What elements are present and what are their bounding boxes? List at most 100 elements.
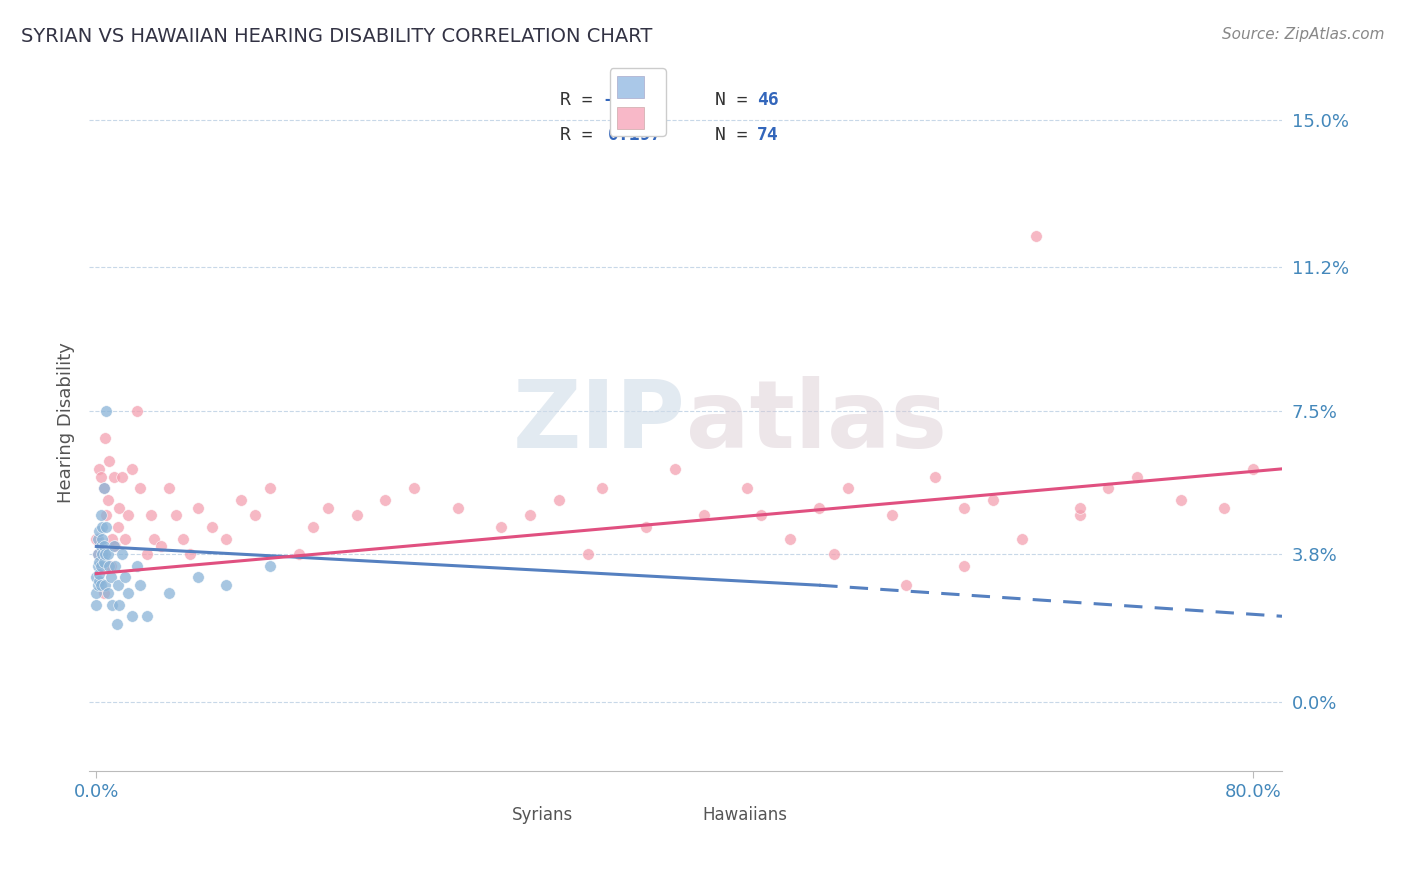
- Point: [96, 520, 118, 534]
- Point: [90, 558, 112, 573]
- Point: [108, 598, 131, 612]
- Point: [245, 508, 267, 523]
- Point: [1241, 462, 1264, 476]
- Point: [96, 403, 118, 417]
- Point: [374, 492, 396, 507]
- Point: [111, 547, 134, 561]
- Point: [89, 574, 111, 589]
- Point: [981, 492, 1004, 507]
- Point: [135, 609, 157, 624]
- Point: [101, 532, 124, 546]
- Point: [91, 520, 114, 534]
- Point: [287, 547, 309, 561]
- Point: [143, 532, 166, 546]
- Point: [94, 578, 117, 592]
- Point: [751, 508, 773, 523]
- Point: [634, 520, 657, 534]
- Text: ZIP: ZIP: [513, 376, 686, 468]
- Point: [141, 508, 163, 523]
- Point: [87, 547, 110, 561]
- Point: [117, 508, 139, 523]
- Point: [91, 532, 114, 546]
- Point: [692, 508, 714, 523]
- Point: [90, 578, 112, 592]
- Point: [519, 508, 541, 523]
- Point: [96, 508, 118, 523]
- Point: [1069, 508, 1091, 523]
- Point: [880, 508, 903, 523]
- Text: Hawaiians: Hawaiians: [703, 806, 787, 824]
- Point: [98, 558, 121, 573]
- Point: [93, 481, 115, 495]
- Point: [90, 558, 112, 573]
- Point: [89, 555, 111, 569]
- Point: [548, 492, 571, 507]
- Point: [1025, 229, 1047, 244]
- Point: [1213, 500, 1236, 515]
- Point: [346, 508, 368, 523]
- Point: [114, 570, 136, 584]
- Point: [90, 508, 112, 523]
- Point: [201, 520, 224, 534]
- Point: [93, 555, 115, 569]
- Point: [837, 481, 859, 495]
- Point: [128, 481, 150, 495]
- Point: [186, 570, 208, 584]
- Point: [87, 532, 110, 546]
- Point: [94, 431, 117, 445]
- Point: [1097, 481, 1119, 495]
- Point: [489, 520, 512, 534]
- Point: [259, 481, 281, 495]
- Text: N =: N =: [716, 126, 759, 144]
- Legend: , : ,: [610, 69, 666, 136]
- Point: [186, 500, 208, 515]
- Text: 74: 74: [756, 126, 779, 144]
- Point: [404, 481, 426, 495]
- Point: [823, 547, 845, 561]
- Point: [576, 547, 599, 561]
- Point: [259, 558, 281, 573]
- Point: [953, 558, 976, 573]
- Text: SYRIAN VS HAWAIIAN HEARING DISABILITY CORRELATION CHART: SYRIAN VS HAWAIIAN HEARING DISABILITY CO…: [21, 27, 652, 45]
- Point: [924, 469, 946, 483]
- Point: [121, 462, 143, 476]
- FancyBboxPatch shape: [686, 810, 721, 830]
- Point: [91, 547, 114, 561]
- Point: [591, 481, 613, 495]
- Point: [121, 609, 143, 624]
- Point: [215, 532, 238, 546]
- Point: [111, 469, 134, 483]
- Point: [93, 586, 115, 600]
- Point: [1069, 500, 1091, 515]
- Point: [89, 566, 111, 581]
- Point: [894, 578, 917, 592]
- Point: [953, 500, 976, 515]
- Point: [94, 547, 117, 561]
- Point: [125, 558, 148, 573]
- Point: [128, 578, 150, 592]
- Point: [664, 462, 686, 476]
- Point: [302, 520, 325, 534]
- Point: [90, 469, 112, 483]
- Text: atlas: atlas: [686, 376, 946, 468]
- Point: [93, 481, 115, 495]
- Point: [84, 532, 107, 546]
- Point: [98, 454, 121, 468]
- Point: [808, 500, 831, 515]
- Point: [90, 540, 112, 554]
- Point: [87, 578, 110, 592]
- Point: [104, 558, 127, 573]
- Text: R =: R =: [560, 91, 603, 109]
- Point: [1170, 492, 1192, 507]
- Point: [101, 598, 124, 612]
- Point: [125, 403, 148, 417]
- Point: [105, 617, 128, 632]
- Point: [215, 578, 238, 592]
- Point: [735, 481, 758, 495]
- FancyBboxPatch shape: [482, 810, 519, 830]
- Point: [103, 469, 125, 483]
- Text: R =: R =: [560, 126, 603, 144]
- Point: [157, 481, 180, 495]
- Y-axis label: Hearing Disability: Hearing Disability: [58, 342, 75, 503]
- Text: Syrians: Syrians: [512, 806, 574, 824]
